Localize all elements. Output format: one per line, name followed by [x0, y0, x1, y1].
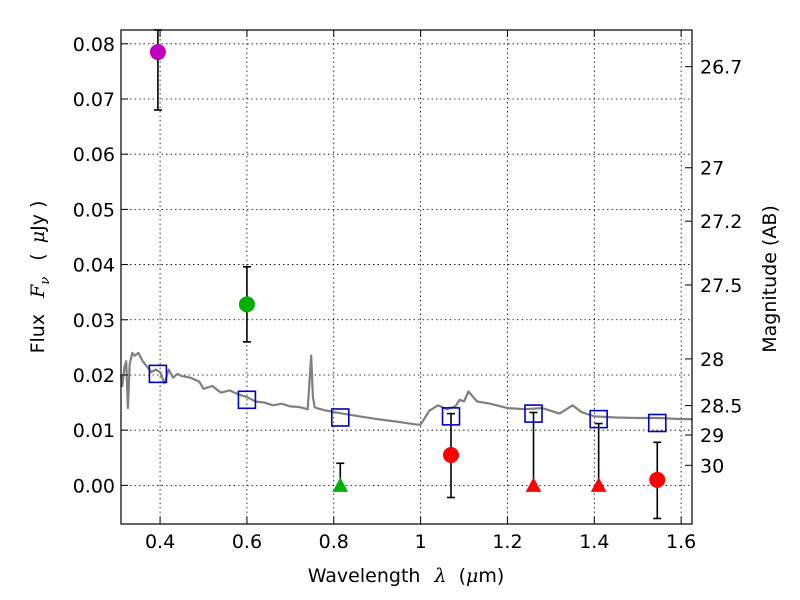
magnitude-axis-title: Magnitude (AB)	[759, 205, 781, 353]
y-tick-label: 0.08	[73, 34, 115, 56]
x-tick-label: 0.8	[319, 531, 349, 553]
x-tick-label: 1	[415, 531, 427, 553]
magnitude-tick-label: 26.7	[700, 57, 742, 79]
y-tick-label: 0.00	[73, 475, 115, 497]
x-tick-label: 0.6	[232, 531, 262, 553]
y-tick-label: 0.01	[73, 420, 115, 442]
model-square	[237, 390, 257, 410]
magnitude-tick-label: 28.5	[700, 396, 742, 418]
y-tick-label: 0.03	[73, 310, 115, 332]
x-tick-label: 1.6	[666, 531, 696, 553]
detection-point	[149, 44, 166, 61]
plot-frame	[120, 29, 693, 525]
magnitude-tick-label: 27.2	[700, 211, 742, 233]
model-square	[441, 407, 461, 426]
model-photometry	[148, 364, 667, 433]
magnitude-tick-label: 27	[700, 158, 724, 180]
model-square	[589, 409, 608, 429]
detection-point	[238, 296, 255, 313]
magnitude-tick-label: 27.5	[700, 275, 742, 297]
x-tick-label: 1.2	[492, 531, 522, 553]
model-square	[524, 404, 543, 423]
model-square	[330, 408, 350, 427]
detection-point	[443, 447, 460, 464]
magnitude-tick-label: 30	[700, 455, 724, 477]
grid	[121, 30, 692, 524]
magnitude-tick-label: 28	[700, 349, 724, 371]
x-axis-title: Wavelength λ (μm)	[308, 565, 505, 587]
x-tick-label: 1.4	[579, 531, 609, 553]
model-square	[647, 413, 667, 433]
upper-limit-triangle	[525, 477, 542, 492]
y-tick-label: 0.05	[73, 199, 115, 221]
upper-limit-triangle	[590, 477, 607, 492]
upper-limit-triangle	[332, 477, 349, 492]
y-tick-label: 0.04	[73, 255, 115, 277]
y-tick-label: 0.02	[73, 365, 115, 387]
detections	[149, 44, 666, 492]
template-spectrum	[119, 351, 692, 426]
model-square	[148, 364, 168, 384]
spectrum-line	[119, 351, 692, 426]
plot-background	[121, 30, 692, 524]
y-axis-title: Flux Fν ( μJy )	[27, 201, 54, 354]
detection-point	[649, 471, 666, 488]
axis-ticks: 0.4 0.6 0.8 1 1.2 1.4 1.6 0.00 0.01 0.02 0.03 0.04 0…	[73, 30, 742, 553]
y-tick-label: 0.06	[73, 144, 115, 166]
x-tick-label: 0.4	[145, 531, 175, 553]
y-tick-label: 0.07	[73, 89, 115, 111]
magnitude-tick-label: 29	[700, 425, 724, 447]
